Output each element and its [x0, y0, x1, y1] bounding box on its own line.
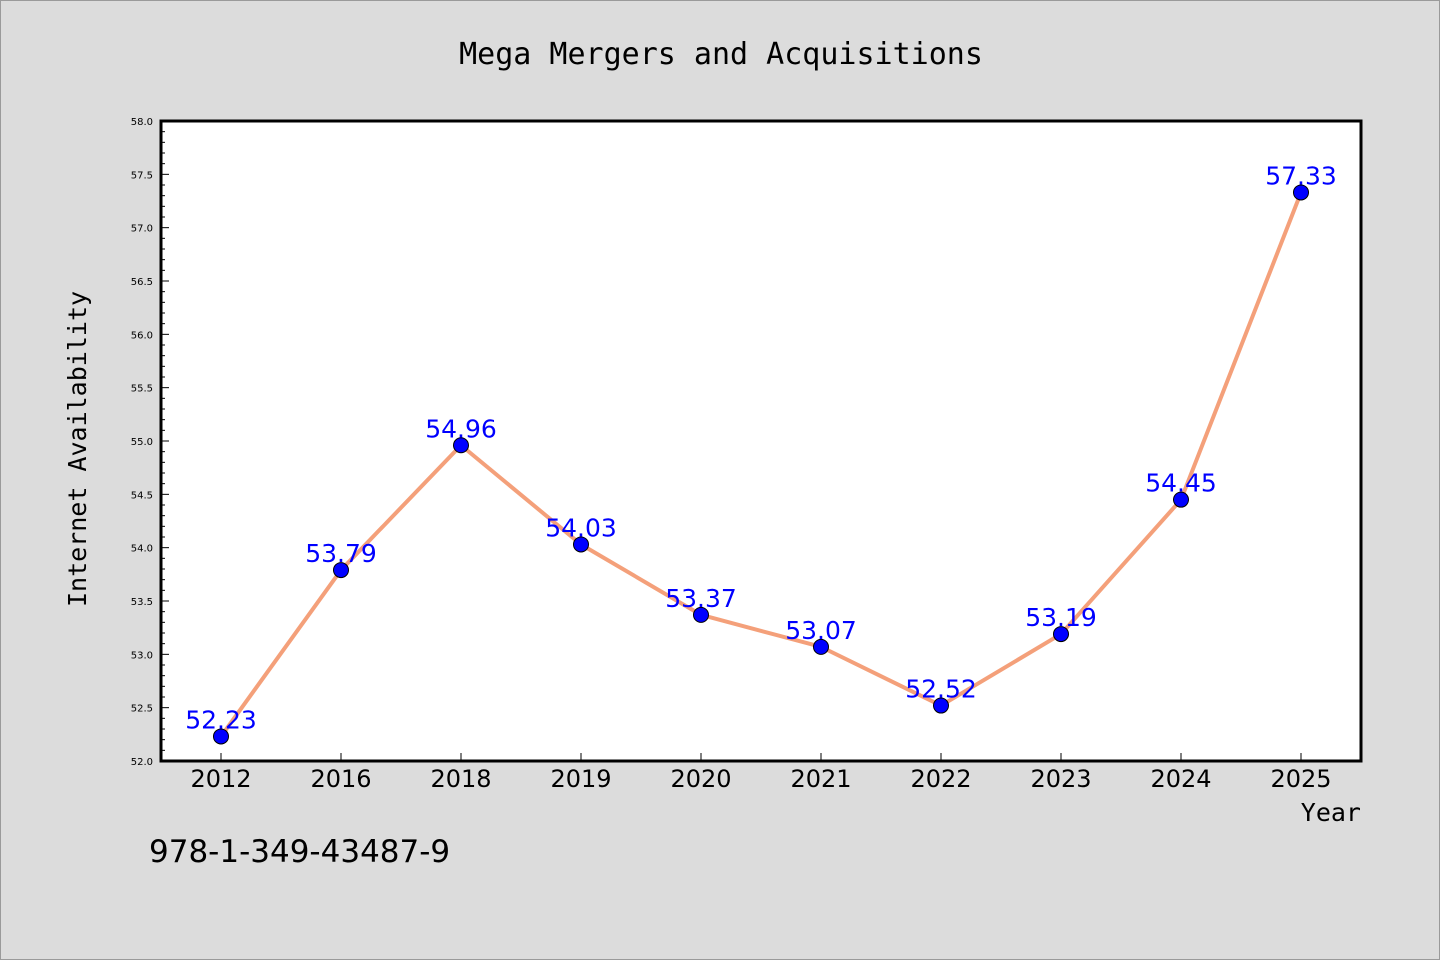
y-tick-label: 56.5 — [131, 277, 153, 288]
data-point — [933, 697, 949, 714]
x-tick-label: 2019 — [550, 765, 611, 793]
data-point — [573, 536, 589, 553]
data-point — [213, 728, 229, 745]
data-point — [813, 638, 829, 655]
y-tick-label: 53.0 — [131, 650, 153, 661]
data-label: 54.96 — [425, 414, 497, 443]
data-label: 53.19 — [1025, 603, 1097, 632]
x-axis-label: Year — [1301, 798, 1361, 827]
y-tick-label: 55.0 — [131, 437, 153, 448]
series-line — [219, 190, 1303, 739]
data-point — [1053, 626, 1069, 643]
x-tick-label: 2021 — [790, 765, 851, 793]
plot-area — [161, 121, 1361, 761]
data-label: 53.79 — [305, 539, 377, 568]
data-label: 52.52 — [905, 675, 977, 704]
data-point — [453, 437, 469, 454]
y-tick-label: 57.0 — [131, 224, 153, 235]
data-label: 57.33 — [1265, 161, 1337, 190]
x-tick-label: 2012 — [190, 765, 251, 793]
data-point — [1173, 491, 1189, 508]
data-label: 53.07 — [785, 616, 857, 645]
x-tick-label: 2022 — [910, 765, 971, 793]
x-tick-label: 2025 — [1270, 765, 1331, 793]
y-tick-label: 55.5 — [131, 384, 153, 395]
x-tick-label: 2023 — [1030, 765, 1091, 793]
isbn-footnote: 978-1-349-43487-9 — [149, 834, 451, 870]
x-axis-ticks: 2012 2016 2018 2019 2020 2021 2022 2023 2024 2025 — [190, 753, 1332, 793]
y-tick-label: 54.5 — [131, 490, 153, 501]
data-label: 52.23 — [185, 705, 257, 734]
y-tick-label: 54.0 — [131, 544, 153, 555]
data-label: 54.03 — [545, 513, 617, 542]
x-tick-label: 2018 — [430, 765, 491, 793]
y-tick-label: 53.5 — [131, 597, 153, 608]
data-point — [333, 562, 349, 579]
data-point — [693, 606, 709, 623]
y-tick-label: 58.0 — [131, 117, 153, 128]
y-axis-ticks: 52.0 52.5 53.0 53.5 54.0 54.5 55.0 55.5 56.0 56.5… — [131, 117, 169, 768]
data-label: 54.45 — [1145, 469, 1217, 498]
y-axis-label: Internet Availability — [63, 291, 92, 607]
data-point — [1293, 184, 1309, 201]
data-label: 53.37 — [665, 584, 737, 613]
y-tick-label: 56.0 — [131, 330, 153, 341]
x-tick-label: 2016 — [310, 765, 371, 793]
x-tick-label: 2020 — [670, 765, 731, 793]
series-layer: 52.23 53.79 54.96 54.03 53.37 53.07 52.52 53.19… — [185, 161, 1337, 745]
plot-frame — [159, 119, 1363, 763]
y-tick-label: 52.5 — [131, 704, 153, 715]
x-tick-label: 2024 — [1150, 765, 1211, 793]
chart-title: Mega Mergers and Acquisitions — [459, 37, 983, 72]
y-tick-label: 57.5 — [131, 170, 153, 181]
y-tick-label: 52.0 — [131, 757, 153, 768]
